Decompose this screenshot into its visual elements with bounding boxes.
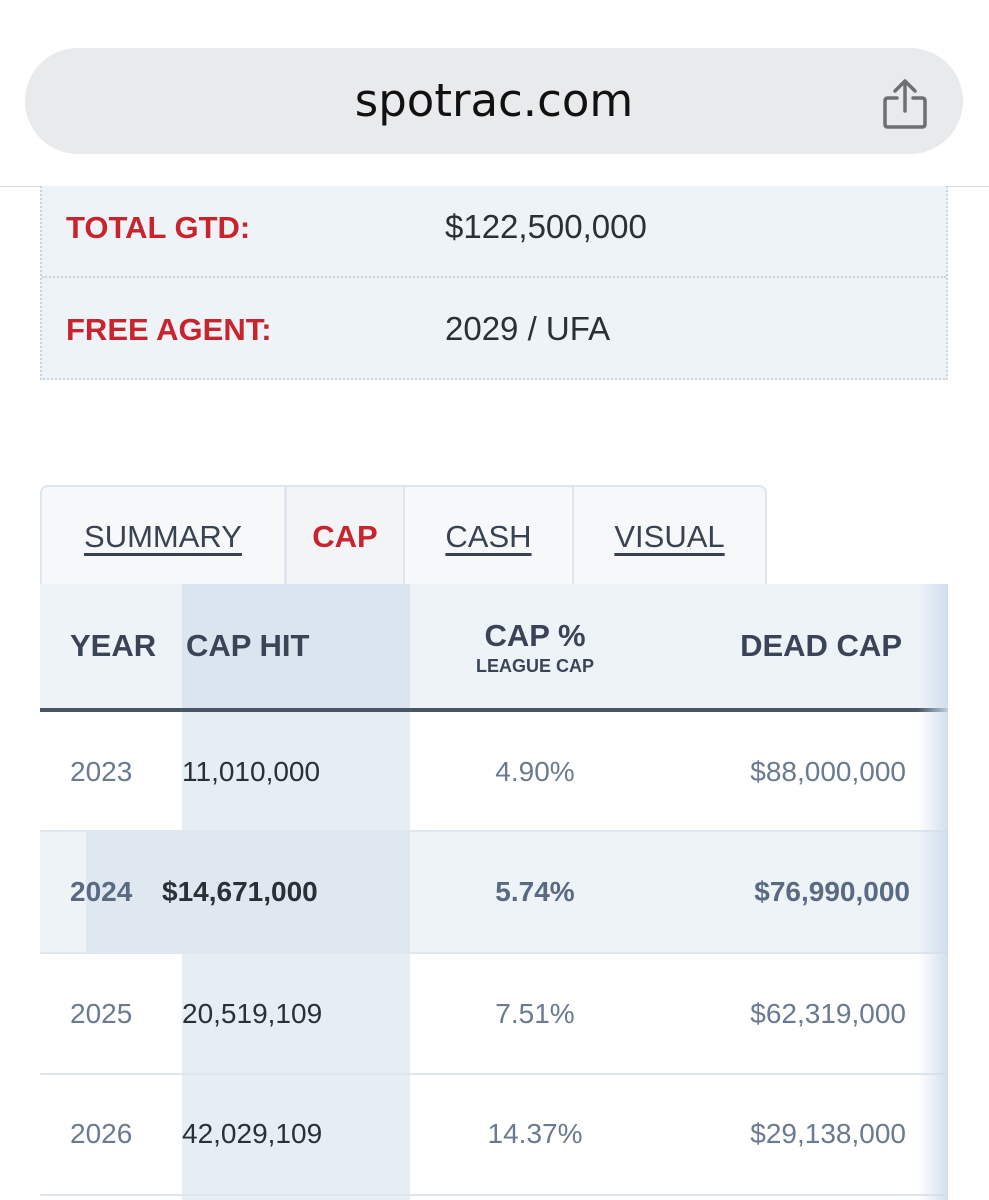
free-agent-value: 2029 / UFA: [445, 310, 611, 347]
cell-year: 2024: [70, 876, 133, 907]
header-cap-hit[interactable]: CAP HIT: [186, 628, 310, 663]
header-dead-cap[interactable]: DEAD CAP: [740, 628, 902, 663]
cell-year: 2023: [70, 756, 133, 787]
table-row: 2025 20,519,109 7.51% $62,319,000: [40, 954, 948, 1074]
cell-dead-cap: $62,319,000: [750, 998, 906, 1029]
scroll-fade: [918, 584, 948, 1200]
url-text[interactable]: spotrac.com: [354, 74, 634, 127]
cap-hit-header-shade: [182, 584, 410, 708]
cell-cap-hit: 20,519,109: [182, 998, 323, 1029]
browser-toolbar: spotrac.com: [0, 0, 989, 187]
cell-cap-pct: 4.90%: [495, 756, 575, 787]
cell-cap-hit: $14,671,000: [162, 876, 318, 907]
header-rule: [40, 708, 948, 712]
table-row-current: 2024 $14,671,000 5.74% $76,990,000: [40, 832, 948, 952]
table-row: 2026 42,029,109 14.37% $29,138,000: [40, 1074, 948, 1194]
header-year[interactable]: YEAR: [70, 628, 157, 663]
row-divider: [40, 1073, 948, 1075]
tab-summary[interactable]: SUMMARY: [40, 485, 286, 584]
cell-year: 2025: [70, 998, 133, 1029]
cell-dead-cap: $88,000,000: [750, 756, 906, 787]
table-row: 2023 11,010,000 4.90% $88,000,000: [40, 712, 948, 832]
cell-cap-hit: 42,029,109: [182, 1118, 323, 1149]
share-icon[interactable]: [880, 78, 930, 130]
row-divider: [40, 1194, 948, 1196]
address-bar[interactable]: spotrac.com: [25, 48, 963, 154]
info-divider: [42, 276, 946, 278]
contract-info: TOTAL GTD: $122,500,000 FREE AGENT: 2029…: [40, 186, 948, 380]
current-row-shade: [86, 832, 410, 952]
cell-cap-hit: 11,010,000: [182, 756, 321, 787]
cell-cap-pct: 5.74%: [495, 876, 575, 907]
tab-visual[interactable]: VISUAL: [572, 485, 767, 584]
row-divider: [40, 952, 948, 954]
cell-dead-cap: $76,990,000: [754, 876, 910, 907]
total-gtd-label: TOTAL GTD:: [66, 210, 251, 245]
header-cap-pct[interactable]: CAP %: [484, 618, 586, 653]
row-divider: [40, 830, 948, 832]
tab-cap[interactable]: CAP: [285, 485, 405, 584]
header-cap-pct-sub: LEAGUE CAP: [475, 656, 594, 676]
total-gtd-value: $122,500,000: [445, 208, 647, 245]
cell-dead-cap: $29,138,000: [750, 1118, 906, 1149]
tab-cash[interactable]: CASH: [403, 485, 574, 584]
cell-year: 2026: [70, 1118, 133, 1149]
cell-cap-pct: 14.37%: [487, 1118, 583, 1149]
cell-cap-pct: 7.51%: [495, 998, 575, 1029]
cap-table: YEAR CAP HIT CAP % LEAGUE CAP DEAD CAP 2…: [40, 584, 948, 1200]
free-agent-label: FREE AGENT:: [66, 312, 272, 347]
